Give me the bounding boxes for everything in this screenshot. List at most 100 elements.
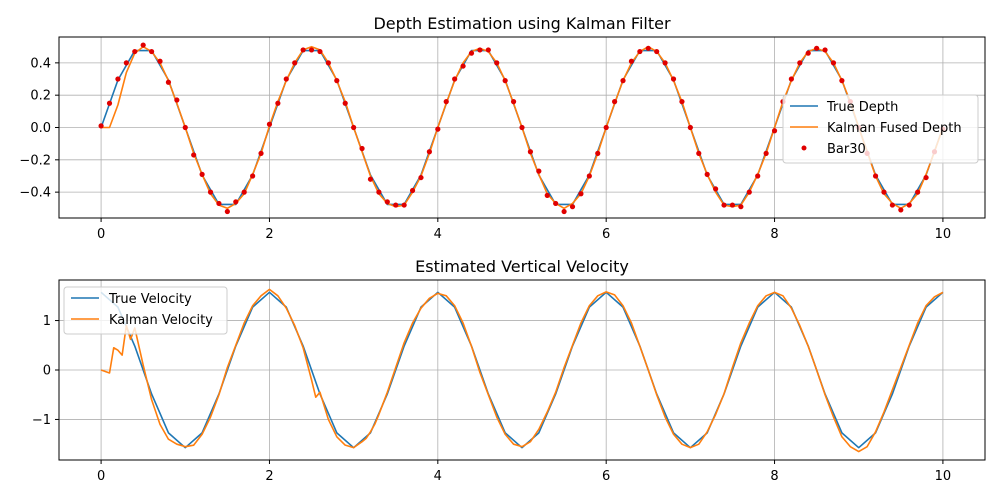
point-bar30: [258, 150, 264, 156]
legend-label-kalman-velocity: Kalman Velocity: [109, 313, 213, 328]
point-bar30: [612, 99, 618, 105]
point-bar30: [771, 128, 778, 134]
point-bar30: [536, 168, 542, 174]
velocity-ticks: 0 2 4 6 8 10 −1 0 1: [32, 314, 951, 484]
point-bar30: [839, 78, 845, 84]
point-bar30: [721, 202, 727, 208]
point-bar30: [645, 45, 651, 51]
point-bar30: [872, 173, 879, 179]
point-bar30: [351, 124, 357, 131]
point-bar30: [485, 47, 491, 53]
point-bar30: [409, 187, 416, 194]
point-bar30: [586, 173, 592, 179]
depth-series-group: [98, 42, 946, 215]
legend-label-bar30: Bar30: [827, 142, 866, 157]
point-bar30: [578, 191, 584, 197]
point-bar30: [662, 60, 668, 66]
velocity-ytick-label: −1: [32, 413, 51, 428]
depth-xtick-label: 10: [935, 227, 952, 242]
velocity-xtick-label: 2: [265, 469, 273, 484]
point-bar30: [132, 48, 138, 55]
point-bar30: [342, 100, 348, 106]
point-bar30: [199, 171, 205, 177]
point-bar30: [359, 145, 365, 152]
point-bar30: [224, 208, 230, 215]
depth-xtick-label: 2: [265, 227, 273, 242]
legend-swatch-bar30: [801, 145, 807, 151]
point-bar30: [123, 60, 129, 66]
point-bar30: [527, 149, 534, 155]
depth-ytick-label: −0.4: [19, 186, 51, 201]
depth-legend-box: [782, 94, 979, 164]
point-bar30: [98, 123, 104, 129]
point-bar30: [889, 202, 896, 208]
point-bar30: [216, 200, 222, 207]
depth-ytick-label: 0.4: [30, 56, 51, 71]
point-bar30: [266, 121, 273, 127]
velocity-xtick-label: 6: [602, 469, 610, 484]
velocity-legend: True Velocity Kalman Velocity: [63, 286, 228, 335]
point-bar30: [494, 60, 500, 66]
point-bar30: [140, 42, 146, 48]
point-bar30: [334, 78, 340, 84]
series-line-kalman-velocity: [100, 288, 944, 453]
point-bar30: [367, 176, 374, 182]
point-bar30: [729, 202, 736, 208]
depth-xtick-label: 4: [434, 227, 442, 242]
point-bar30: [300, 47, 306, 53]
velocity-xtick-label: 0: [97, 469, 105, 484]
legend-label-true-velocity: True Velocity: [108, 292, 192, 307]
point-bar30: [292, 60, 298, 66]
point-bar30: [603, 124, 609, 131]
depth-subplot: Depth Estimation using Kalman Filter 0 2 4…: [19, 14, 986, 242]
point-bar30: [477, 47, 483, 53]
point-bar30: [250, 173, 256, 179]
point-bar30: [746, 189, 752, 195]
point-bar30: [881, 189, 887, 195]
velocity-chart-title: Estimated Vertical Velocity: [415, 257, 629, 276]
point-bar30: [915, 189, 921, 195]
point-bar30: [174, 97, 180, 103]
velocity-subplot: Estimated Vertical Velocity 0 2 4 6 8 10−101 …: [32, 257, 986, 484]
point-bar30: [704, 171, 710, 177]
point-bar30: [308, 47, 315, 53]
point-bar30: [595, 150, 601, 156]
point-bar30: [713, 186, 719, 192]
velocity-xtick-label: 10: [935, 469, 952, 484]
point-bar30: [443, 99, 449, 105]
point-bar30: [797, 60, 803, 66]
point-bar30: [241, 189, 247, 195]
velocity-xtick-label: 8: [770, 469, 778, 484]
depth-xtick-label: 8: [770, 227, 778, 242]
depth-ytick-label: 0.0: [30, 121, 51, 136]
point-bar30: [452, 76, 458, 82]
point-bar30: [401, 202, 407, 208]
point-bar30: [628, 58, 635, 64]
point-bar30: [906, 202, 912, 208]
point-bar30: [157, 58, 163, 64]
point-bar30: [275, 100, 281, 106]
point-bar30: [418, 174, 424, 181]
point-bar30: [830, 60, 837, 66]
point-bar30: [191, 152, 197, 158]
point-bar30: [763, 150, 769, 156]
depth-ytick-label: 0.2: [30, 89, 51, 104]
depth-ytick-label: −0.2: [19, 153, 51, 168]
depth-legend: True Depth Kalman Fused Depth Bar30: [782, 94, 979, 164]
point-bar30: [317, 48, 323, 55]
point-bar30: [822, 47, 828, 53]
point-bar30: [755, 173, 761, 179]
point-bar30: [468, 50, 475, 56]
point-bar30: [637, 48, 643, 55]
point-bar30: [687, 124, 693, 131]
point-bar30: [553, 200, 559, 207]
point-bar30: [788, 76, 794, 82]
point-bar30: [233, 199, 239, 205]
point-bar30: [384, 199, 390, 205]
depth-ticks: 0 2 4 6 8 10 −0.4 −0.2 0.0 0.2 0.4: [19, 56, 951, 242]
point-bar30: [738, 204, 744, 210]
velocity-ytick-label: 0: [43, 364, 51, 379]
point-bar30: [805, 50, 811, 56]
point-bar30: [435, 126, 441, 132]
